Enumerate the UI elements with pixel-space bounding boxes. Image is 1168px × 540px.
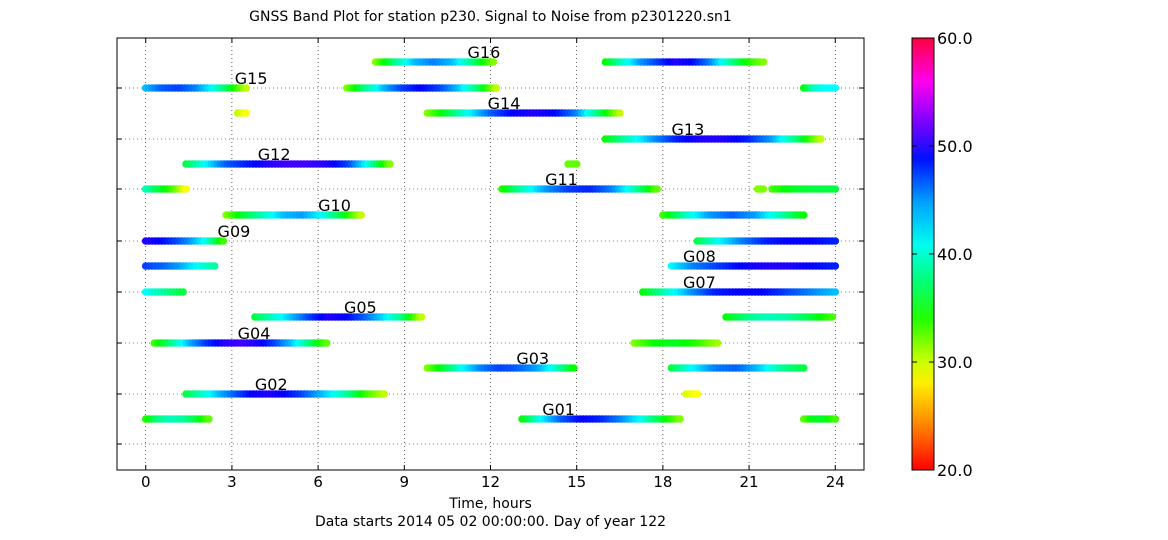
- snr-point: [817, 135, 825, 143]
- snr-point: [759, 58, 768, 66]
- colorbar-tick-label: 20.0: [937, 461, 973, 480]
- snr-point: [831, 415, 840, 423]
- band-G10: [222, 211, 808, 219]
- colorbar-tick-label: 50.0: [937, 137, 973, 156]
- band-G05: [251, 313, 837, 321]
- snr-point: [831, 84, 840, 92]
- band-markers: [141, 58, 840, 423]
- band-G02: [182, 390, 702, 398]
- snr-point: [799, 211, 808, 219]
- colorbar-tick-label: 60.0: [937, 29, 973, 48]
- snr-point: [380, 390, 389, 398]
- band-G12: [182, 160, 581, 168]
- snr-point: [210, 262, 219, 270]
- snr-point: [831, 288, 840, 296]
- band-G04: [150, 339, 722, 347]
- x-tick-label: 6: [313, 473, 323, 491]
- band-G14: [233, 109, 624, 117]
- snr-point: [242, 84, 251, 92]
- x-tick-label: 9: [400, 473, 410, 491]
- band-G15: [141, 84, 840, 92]
- band-label: G01: [542, 400, 575, 419]
- x-axis-label: Time, hours: [449, 496, 532, 512]
- x-axis-ticks: 0 3 6 9 12 15 18 21 24: [141, 38, 845, 491]
- band-label: G11: [545, 170, 578, 189]
- band-label: G02: [255, 375, 288, 394]
- band-G16: [371, 58, 768, 66]
- snr-point: [492, 84, 501, 92]
- band-G09: [141, 237, 840, 245]
- snr-point: [417, 313, 426, 321]
- snr-point: [831, 185, 840, 193]
- band-G03: [423, 364, 808, 372]
- snr-point: [219, 237, 228, 245]
- x-tick-label: 21: [740, 473, 759, 491]
- x-tick-label: 12: [481, 473, 500, 491]
- snr-point: [828, 313, 837, 321]
- colorbar-tick-label: 30.0: [937, 353, 973, 372]
- band-label: G12: [258, 145, 291, 164]
- snr-point: [322, 339, 331, 347]
- band-label: G07: [683, 273, 716, 292]
- band-label: G09: [218, 222, 251, 241]
- band-label: G04: [238, 324, 271, 343]
- snr-point: [831, 237, 840, 245]
- snr-point: [242, 109, 251, 117]
- band-G08: [141, 262, 840, 270]
- snr-point: [182, 185, 190, 193]
- snr-point: [357, 211, 366, 219]
- band-label: G03: [516, 349, 549, 368]
- x-tick-label: 0: [141, 473, 151, 491]
- band-label: G15: [235, 69, 268, 88]
- band-label: G16: [468, 43, 501, 62]
- band-label: G08: [683, 247, 716, 266]
- snr-point: [570, 364, 578, 372]
- snr-point: [386, 160, 394, 168]
- colorbar-ticks: 20.0 30.0 40.0 50.0 60.0: [912, 29, 973, 480]
- chart-title: GNSS Band Plot for station p230. Signal …: [249, 9, 732, 25]
- snr-point: [653, 185, 661, 193]
- snr-point: [205, 415, 213, 423]
- band-label: G05: [344, 298, 377, 317]
- snr-point: [759, 185, 768, 193]
- x-tick-label: 3: [227, 473, 237, 491]
- snr-point: [676, 415, 684, 423]
- snr-point: [713, 339, 722, 347]
- band-label: G13: [672, 120, 705, 139]
- snr-point: [489, 58, 498, 66]
- x-tick-label: 24: [826, 473, 845, 491]
- band-G07: [141, 288, 840, 296]
- x-tick-label: 18: [653, 473, 672, 491]
- data-start-note: Data starts 2014 05 02 00:00:00. Day of …: [314, 514, 667, 530]
- band-G13: [601, 135, 825, 143]
- band-label: G10: [318, 196, 351, 215]
- colorbar-tick-label: 40.0: [937, 245, 973, 264]
- snr-point: [831, 262, 840, 270]
- snr-point: [799, 364, 808, 372]
- snr-point: [179, 288, 187, 296]
- band-labels: G01 G02 G03 G04 G05 G07 G08 G09 G10 G11 G12 G13 G14 G…: [218, 43, 716, 419]
- snr-point: [616, 109, 624, 117]
- x-tick-label: 15: [567, 473, 586, 491]
- snr-point: [693, 390, 702, 398]
- band-G01: [141, 415, 840, 423]
- snr-point: [572, 160, 581, 168]
- band-G11: [141, 185, 840, 193]
- band-label: G14: [488, 94, 521, 113]
